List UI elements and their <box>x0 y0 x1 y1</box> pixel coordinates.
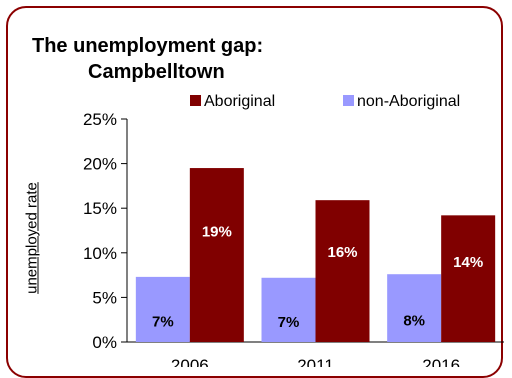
y-tick-label: 0% <box>92 333 117 352</box>
data-label: 14% <box>453 254 483 271</box>
chart-title-line-1: The unemployment gap: <box>32 35 264 57</box>
bar-non-aboriginal <box>135 276 190 342</box>
y-tick-label: 15% <box>83 199 117 218</box>
bar-aboriginal <box>441 215 496 342</box>
y-tick-label: 10% <box>83 244 117 263</box>
x-tick-label: 2006 <box>171 356 209 367</box>
x-tick-label: 2016 <box>422 356 460 367</box>
y-tick-label: 5% <box>92 288 117 307</box>
bar-aboriginal <box>315 200 370 342</box>
y-tick-label: 25% <box>83 110 117 129</box>
data-label: 19% <box>202 224 232 241</box>
y-tick-label: 20% <box>83 155 117 174</box>
legend-label: Aboriginal <box>204 93 275 110</box>
x-tick-label: 2011 <box>297 356 334 367</box>
data-label: 16% <box>327 244 357 261</box>
data-label: 8% <box>403 313 425 330</box>
plot-area: 0% 5% 10% 15% 20% 25% 7% 19% 2006 7% 16% 2011 8% 14% 2… <box>83 93 504 367</box>
legend-swatch <box>343 95 354 106</box>
data-label: 7% <box>152 314 174 331</box>
legend-label: non-Aboriginal <box>357 93 460 110</box>
chart-title: The unemployment gap: Campbelltown <box>32 33 332 85</box>
bar-non-aboriginal <box>387 274 442 342</box>
data-label: 7% <box>278 314 300 331</box>
legend-swatch <box>190 95 201 106</box>
bar-non-aboriginal <box>261 277 316 342</box>
bar-aboriginal <box>189 168 244 342</box>
chart-title-line-2: Campbelltown <box>88 61 225 83</box>
